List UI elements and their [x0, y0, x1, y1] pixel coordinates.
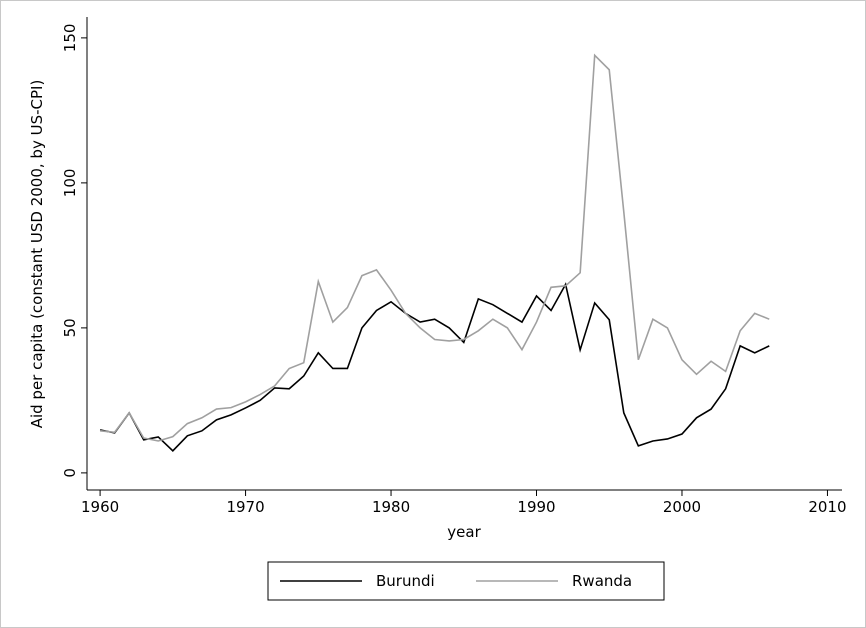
x-tick-label: 1960 [81, 498, 119, 516]
x-tick-label: 1980 [372, 498, 410, 516]
x-tick-label: 1990 [517, 498, 555, 516]
x-tick-label: 2010 [808, 498, 846, 516]
series-line [100, 53, 770, 442]
y-axis-label: Aid per capita (constant USD 2000, by US… [28, 80, 46, 429]
x-tick-label: 2000 [663, 498, 701, 516]
y-tick-label: 100 [61, 169, 79, 198]
legend-label: Rwanda [572, 572, 632, 590]
series-line [99, 282, 770, 452]
x-axis-label: year [447, 523, 481, 541]
y-tick-label: 50 [61, 318, 79, 337]
y-tick-label: 150 [61, 24, 79, 53]
legend-label: Burundi [376, 572, 435, 590]
x-tick-label: 1970 [226, 498, 264, 516]
y-tick-label: 0 [61, 468, 79, 478]
